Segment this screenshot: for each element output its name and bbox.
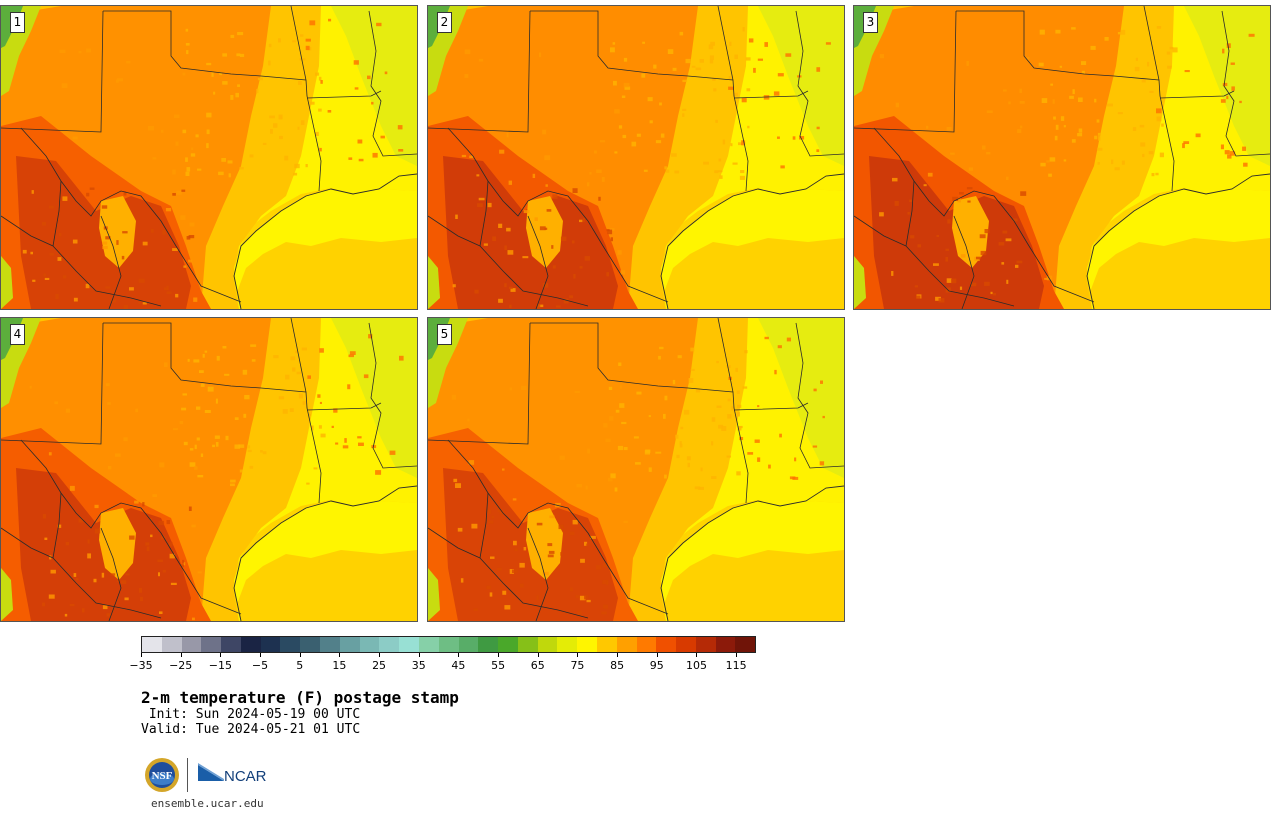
colorbar-swatch	[161, 637, 182, 652]
colorbar-tick-label: 35	[411, 659, 426, 672]
colorbar-tick-label: −25	[169, 659, 193, 672]
colorbar-swatch	[399, 637, 419, 652]
ensemble-member-map: 5	[427, 317, 845, 622]
colorbar-tick-label: 85	[610, 659, 625, 672]
ncar-logo-icon: NCAR	[198, 763, 267, 785]
colorbar-tick	[458, 653, 460, 657]
colorbar-tick-label: 5	[296, 659, 304, 672]
colorbar-swatch	[418, 637, 439, 652]
ncar-logo-text: NCAR	[224, 768, 267, 785]
member-number-label: 3	[863, 12, 878, 33]
member-number-label: 1	[10, 12, 25, 33]
colorbar-tick	[220, 653, 222, 657]
colorbar-swatch	[339, 637, 360, 652]
ensemble-member-map: 3	[853, 5, 1271, 310]
colorbar-swatch	[616, 637, 637, 652]
colorbar-tick-label: −35	[129, 659, 153, 672]
plot-title: 2-m temperature (F) postage stamp	[141, 688, 459, 707]
colorbar-tick	[498, 653, 500, 657]
colorbar-swatch	[557, 637, 578, 652]
valid-time: Valid: Tue 2024-05-21 01 UTC	[141, 722, 361, 737]
colorbar-tick	[260, 653, 262, 657]
colorbar-swatch	[695, 637, 716, 652]
colorbar-swatch	[359, 637, 380, 652]
colorbar-tick-label: 25	[372, 659, 387, 672]
colorbar-swatch	[181, 637, 202, 652]
colorbar-tick	[299, 653, 301, 657]
colorbar-tick-label: 45	[451, 659, 466, 672]
colorbar-swatch	[240, 637, 261, 652]
colorbar-tick	[577, 653, 579, 657]
colorbar-tick-label: 105	[685, 659, 707, 672]
colorbar-swatch	[596, 637, 617, 652]
colorbar-swatch	[676, 637, 696, 652]
colorbar-tick	[696, 653, 698, 657]
colorbar-tick-label: 95	[649, 659, 664, 672]
colorbar-swatch	[656, 637, 677, 652]
colorbar-swatch	[260, 637, 281, 652]
colorbar-tick	[141, 653, 142, 657]
colorbar-tick-label: 55	[491, 659, 506, 672]
init-time: Init: Sun 2024-05-19 00 UTC	[141, 707, 361, 722]
colorbar-tick	[537, 653, 539, 657]
colorbar-tick	[418, 653, 420, 657]
colorbar-swatch	[320, 637, 340, 652]
colorbar-swatch	[201, 637, 222, 652]
colorbar-swatch	[636, 637, 657, 652]
colorbar-tick-label: −5	[251, 659, 269, 672]
member-number-label: 5	[437, 324, 452, 345]
colorbar-swatch	[537, 637, 558, 652]
nsf-logo-text: NSF	[152, 770, 173, 782]
colorbar-swatch	[458, 637, 479, 652]
temperature-colorbar	[141, 636, 756, 653]
colorbar-swatch	[221, 637, 241, 652]
nsf-logo-icon: NSF	[145, 758, 179, 792]
colorbar-tick-label: −15	[208, 659, 232, 672]
colorbar-tick	[180, 653, 182, 657]
colorbar-tick	[379, 653, 381, 657]
website-url: ensemble.ucar.edu	[151, 797, 264, 810]
colorbar-swatch	[577, 637, 597, 652]
colorbar-swatch	[438, 637, 459, 652]
colorbar-tick	[656, 653, 658, 657]
colorbar-swatch	[379, 637, 400, 652]
sponsor-logos: NSF NCAR	[144, 757, 274, 793]
ensemble-member-map: 4	[0, 317, 418, 622]
colorbar-swatch	[280, 637, 301, 652]
colorbar-swatch	[142, 637, 162, 652]
colorbar-swatch	[735, 637, 756, 652]
ensemble-member-map: 1	[0, 5, 418, 310]
colorbar-tick-label: 115	[725, 659, 747, 672]
colorbar-tick-labels: −35 −25 −15 −5 5 15 25 35 45 55 65 75 85 95 105 115	[129, 653, 756, 677]
colorbar-swatch	[715, 637, 736, 652]
colorbar-tick-label: 75	[570, 659, 585, 672]
member-number-label: 4	[10, 324, 25, 345]
colorbar-tick	[736, 653, 738, 657]
member-number-label: 2	[437, 12, 452, 33]
colorbar-tick	[617, 653, 619, 657]
colorbar-tick-label: 15	[332, 659, 347, 672]
colorbar-swatch	[300, 637, 321, 652]
colorbar-swatch	[478, 637, 499, 652]
colorbar-swatch	[498, 637, 518, 652]
colorbar-tick	[339, 653, 341, 657]
ensemble-member-map: 2	[427, 5, 845, 310]
colorbar-tick-label: 65	[530, 659, 545, 672]
colorbar-swatch	[517, 637, 538, 652]
